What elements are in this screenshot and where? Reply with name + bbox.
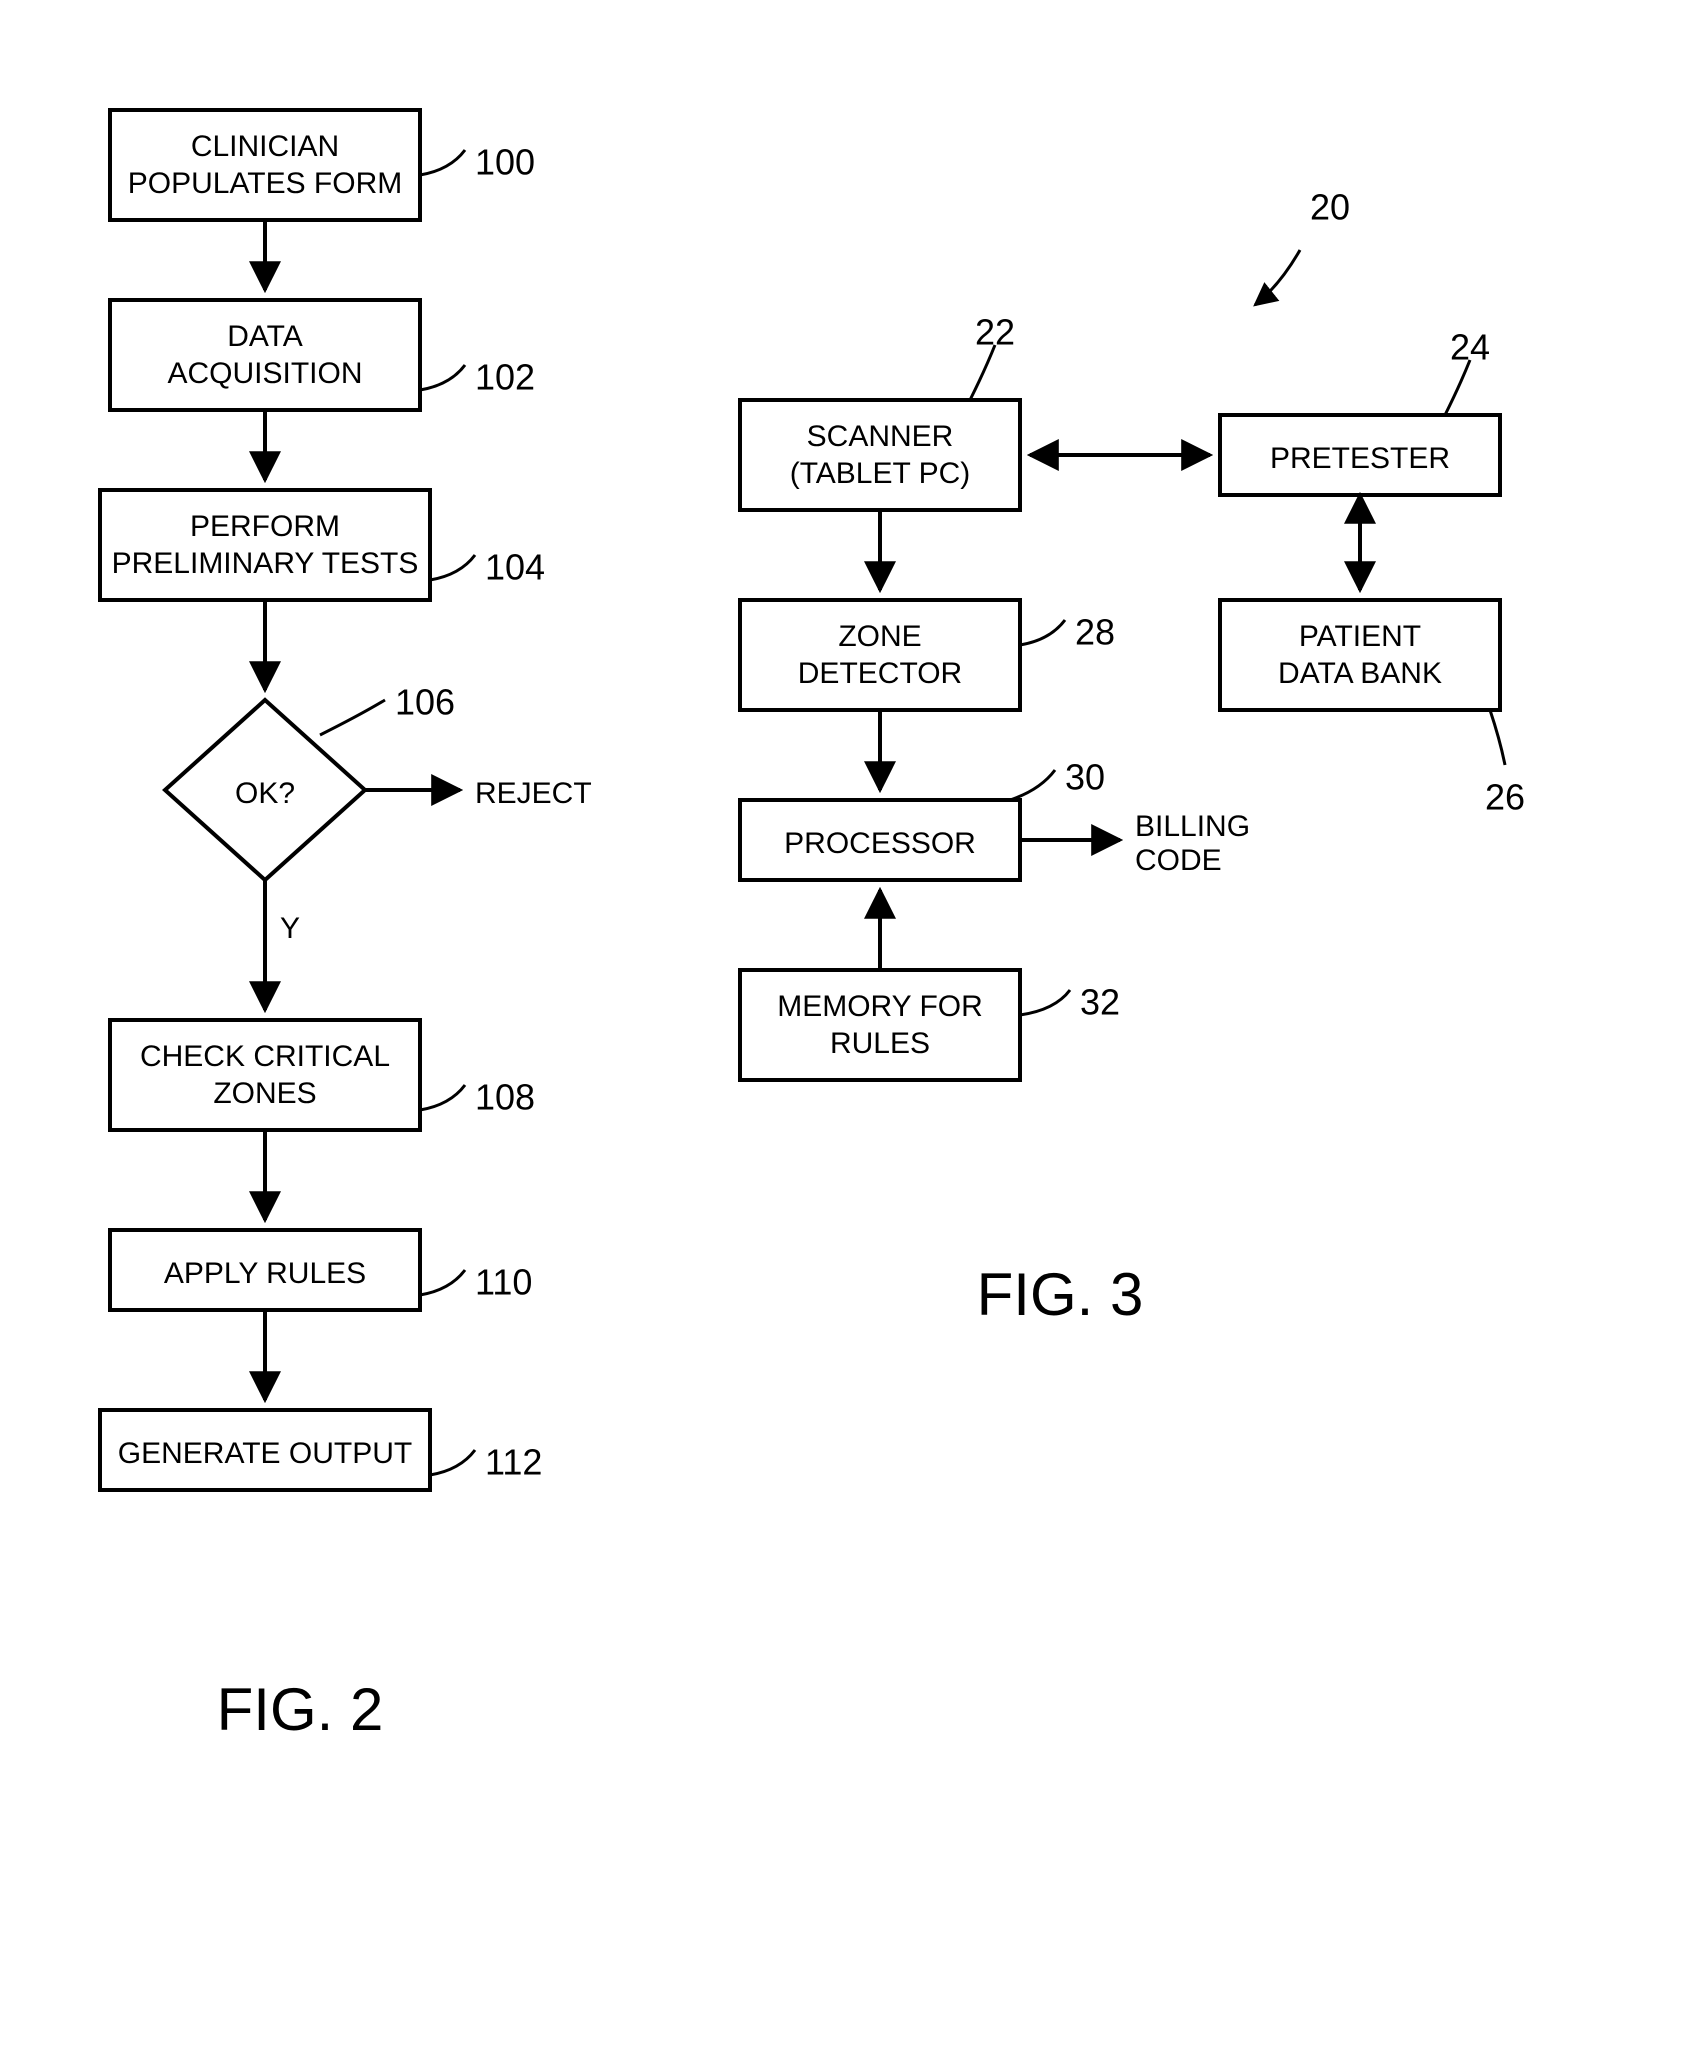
- node-24-text: PRETESTER: [1270, 442, 1450, 475]
- billing-line1: BILLING: [1135, 810, 1250, 843]
- node-24: PRETESTER 24: [1220, 327, 1500, 495]
- node-22-line1: SCANNER: [807, 420, 954, 453]
- diagram-canvas: CLINICIAN POPULATES FORM 100 DATA ACQUIS…: [0, 0, 1700, 2071]
- node-110: APPLY RULES 110: [110, 1230, 532, 1310]
- node-28: ZONE DETECTOR 28: [740, 600, 1115, 710]
- node-32-line1: MEMORY FOR: [777, 990, 983, 1023]
- node-32: MEMORY FOR RULES 32: [740, 970, 1120, 1080]
- node-100: CLINICIAN POPULATES FORM 100: [110, 110, 535, 220]
- node-106-decision: OK? 106: [165, 682, 455, 880]
- node-32-line2: RULES: [830, 1027, 930, 1060]
- node-104-line2: PRELIMINARY TESTS: [112, 547, 419, 580]
- node-108-line1: CHECK CRITICAL: [140, 1040, 390, 1073]
- ref-110: 110: [475, 1262, 532, 1303]
- node-28-line1: ZONE: [838, 620, 921, 653]
- fig2-caption: FIG. 2: [217, 1676, 384, 1743]
- node-28-line2: DETECTOR: [798, 657, 962, 690]
- ref-108: 108: [475, 1077, 535, 1118]
- node-102-line2: ACQUISITION: [167, 357, 362, 390]
- yes-label: Y: [280, 912, 300, 945]
- ref-26: 26: [1485, 777, 1525, 818]
- fig3: 20 SCANNER (TABLET PC) 22 PRETESTER 24 P…: [740, 187, 1525, 1328]
- ref-24: 24: [1450, 327, 1490, 368]
- ref-20: 20: [1255, 187, 1350, 305]
- node-100-line2: POPULATES FORM: [128, 167, 402, 200]
- node-112-text: GENERATE OUTPUT: [118, 1437, 412, 1470]
- node-112: GENERATE OUTPUT 112: [100, 1410, 542, 1490]
- reject-label: REJECT: [475, 777, 592, 810]
- node-108: CHECK CRITICAL ZONES 108: [110, 1020, 535, 1130]
- fig3-caption: FIG. 3: [977, 1261, 1144, 1328]
- fig2: CLINICIAN POPULATES FORM 100 DATA ACQUIS…: [100, 110, 592, 1743]
- svg-text:20: 20: [1310, 187, 1350, 228]
- ref-112: 112: [485, 1442, 542, 1483]
- node-102-line1: DATA: [227, 320, 303, 353]
- node-100-line1: CLINICIAN: [191, 130, 339, 163]
- node-102: DATA ACQUISITION 102: [110, 300, 535, 410]
- node-22-line2: (TABLET PC): [790, 457, 971, 490]
- node-104-line1: PERFORM: [190, 510, 340, 543]
- node-106-text: OK?: [235, 777, 295, 810]
- ref-100: 100: [475, 142, 535, 183]
- ref-104: 104: [485, 547, 545, 588]
- node-30-text: PROCESSOR: [784, 827, 976, 860]
- node-108-line2: ZONES: [213, 1077, 316, 1110]
- ref-28: 28: [1075, 612, 1115, 653]
- ref-32: 32: [1080, 982, 1120, 1023]
- billing-line2: CODE: [1135, 844, 1222, 877]
- ref-102: 102: [475, 357, 535, 398]
- node-26: PATIENT DATA BANK 26: [1220, 600, 1525, 818]
- node-26-line1: PATIENT: [1299, 620, 1421, 653]
- node-22: SCANNER (TABLET PC) 22: [740, 312, 1020, 510]
- node-26-line2: DATA BANK: [1278, 657, 1442, 690]
- node-30: PROCESSOR 30: [740, 757, 1105, 880]
- node-104: PERFORM PRELIMINARY TESTS 104: [100, 490, 545, 600]
- ref-106: 106: [395, 682, 455, 723]
- ref-22: 22: [975, 312, 1015, 353]
- node-110-text: APPLY RULES: [164, 1257, 366, 1290]
- ref-30: 30: [1065, 757, 1105, 798]
